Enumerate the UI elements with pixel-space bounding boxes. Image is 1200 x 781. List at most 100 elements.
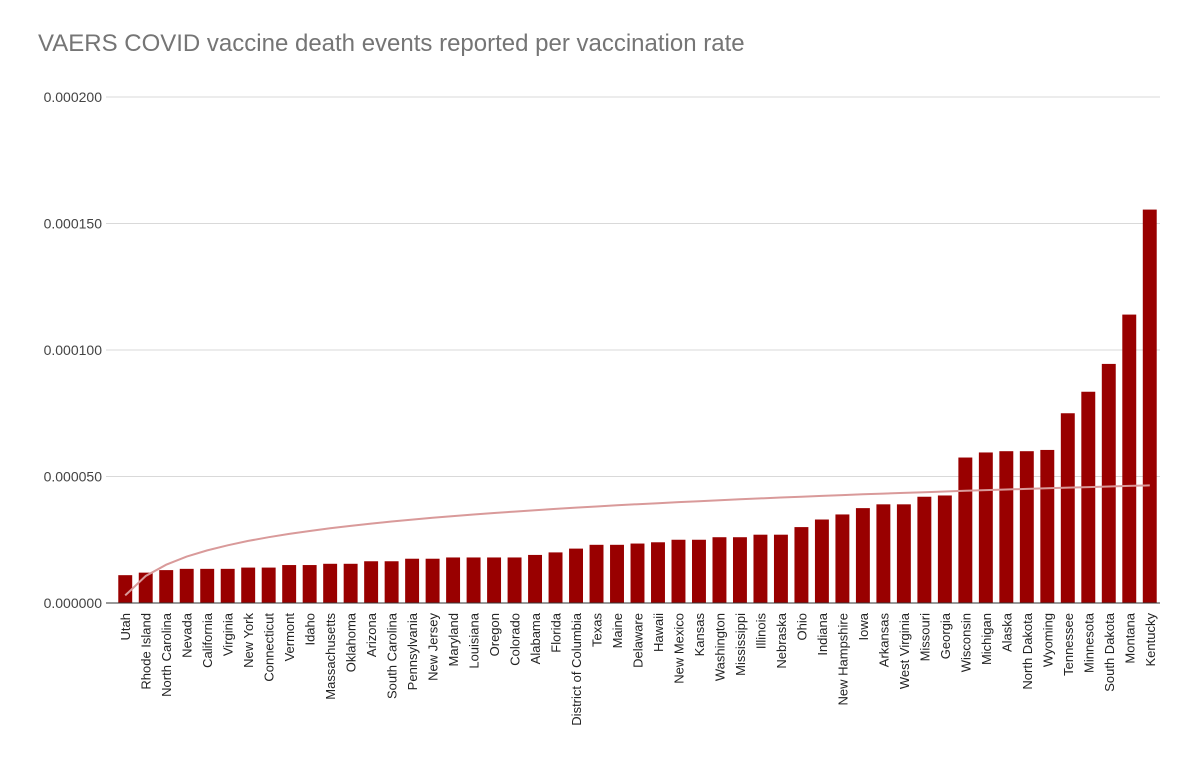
- x-tick-label: Mississippi: [733, 613, 748, 676]
- x-tick-label: Illinois: [753, 613, 768, 650]
- x-tick-label: West Virginia: [897, 612, 912, 689]
- x-tick-label: Oregon: [487, 613, 502, 656]
- bar: [323, 563, 338, 603]
- bar: [999, 451, 1014, 603]
- x-tick-label: Georgia: [938, 612, 953, 659]
- bar: [773, 534, 788, 603]
- y-tick-label: 0.000150: [44, 216, 103, 232]
- bar: [200, 568, 215, 603]
- bar: [732, 537, 747, 603]
- x-tick-label: Louisiana: [467, 612, 482, 668]
- bar: [1142, 209, 1157, 603]
- bar: [630, 543, 645, 603]
- y-tick-label: 0.000000: [44, 595, 103, 611]
- bar: [364, 561, 379, 603]
- bar: [876, 504, 891, 603]
- x-axis-ticks: Utah Rhode Island North Carolina Nevada Cali…: [118, 612, 1158, 725]
- bar: [425, 558, 440, 603]
- x-tick-label: Idaho: [303, 613, 318, 646]
- bar: [651, 542, 665, 603]
- bar: [917, 496, 932, 603]
- bar: [446, 557, 461, 603]
- x-tick-label: Montana: [1122, 612, 1137, 663]
- x-tick-label: South Carolina: [385, 612, 400, 699]
- x-tick-label: New Mexico: [671, 613, 686, 684]
- bar: [712, 537, 727, 603]
- bar: [261, 567, 276, 603]
- x-tick-label: District of Columbia: [569, 612, 584, 725]
- x-tick-label: North Dakota: [1020, 612, 1035, 689]
- chart-title: VAERS COVID vaccine death events reporte…: [38, 30, 745, 57]
- x-tick-label: Hawaii: [651, 613, 666, 652]
- bar: [220, 568, 235, 603]
- bar: [1101, 363, 1116, 603]
- bar: [896, 504, 911, 603]
- x-tick-label: Massachusetts: [323, 613, 338, 700]
- x-tick-label: Missouri: [917, 613, 932, 662]
- bar: [1019, 451, 1034, 603]
- x-tick-label: Colorado: [508, 613, 523, 666]
- x-tick-label: Arkansas: [876, 613, 891, 668]
- x-tick-label: Wisconsin: [958, 613, 973, 672]
- x-tick-label: Wyoming: [1040, 613, 1055, 667]
- bar: [118, 575, 133, 603]
- y-tick-label: 0.000200: [44, 89, 103, 105]
- x-tick-label: Ohio: [794, 613, 809, 640]
- bar: [671, 539, 686, 603]
- gridlines: [106, 96, 1160, 477]
- x-tick-label: Washington: [712, 613, 727, 681]
- bar: [610, 544, 624, 603]
- x-tick-label: Nevada: [180, 612, 195, 658]
- x-tick-label: Nebraska: [774, 612, 789, 668]
- bar: [487, 557, 502, 603]
- x-tick-label: Rhode Island: [139, 613, 154, 690]
- x-tick-label: New Jersey: [426, 613, 441, 681]
- x-tick-label: Indiana: [815, 612, 830, 655]
- x-tick-label: North Carolina: [159, 612, 174, 697]
- bar: [978, 452, 993, 603]
- bar: [343, 563, 358, 603]
- x-tick-label: Virginia: [221, 612, 236, 656]
- x-tick-label: Maryland: [446, 613, 461, 666]
- x-tick-label: Kentucky: [1143, 613, 1158, 667]
- bar: [937, 495, 952, 603]
- bar: [528, 554, 543, 603]
- x-tick-label: Maine: [610, 613, 625, 648]
- bar: [589, 544, 604, 603]
- bar: [548, 552, 563, 603]
- x-tick-label: Iowa: [856, 612, 871, 640]
- bar: [1122, 314, 1137, 603]
- x-tick-label: Arizona: [364, 612, 379, 657]
- bar: [159, 570, 174, 603]
- bar: [692, 539, 706, 603]
- bar: [507, 557, 522, 603]
- y-tick-label: 0.000050: [44, 469, 103, 485]
- bar: [384, 561, 399, 603]
- x-tick-label: Vermont: [282, 613, 297, 662]
- y-tick-label: 0.000100: [44, 342, 103, 358]
- trendline: [124, 484, 1150, 597]
- bar: [753, 534, 768, 603]
- x-tick-label: Texas: [590, 613, 605, 647]
- x-tick-label: Michigan: [979, 613, 994, 665]
- bar: [282, 565, 297, 603]
- bar: [1040, 449, 1055, 603]
- bar: [302, 565, 317, 603]
- x-tick-label: New York: [241, 613, 256, 668]
- bars: [118, 209, 1157, 603]
- bar: [1081, 391, 1096, 603]
- bar: [241, 567, 256, 603]
- bar: [958, 457, 973, 603]
- x-tick-label: Alaska: [999, 612, 1014, 652]
- bar: [569, 548, 583, 603]
- y-axis-ticks: 0.000000 0.000050 0.000100 0.000150 0.000200: [44, 89, 103, 611]
- bar: [179, 568, 194, 603]
- x-tick-label: New Hampshire: [835, 613, 850, 705]
- x-tick-label: Tennessee: [1061, 613, 1076, 676]
- bar: [405, 558, 420, 603]
- x-tick-label: Connecticut: [262, 613, 277, 682]
- x-tick-label: California: [200, 612, 215, 668]
- x-tick-label: South Dakota: [1102, 612, 1117, 692]
- x-tick-label: Pennsylvania: [405, 612, 420, 690]
